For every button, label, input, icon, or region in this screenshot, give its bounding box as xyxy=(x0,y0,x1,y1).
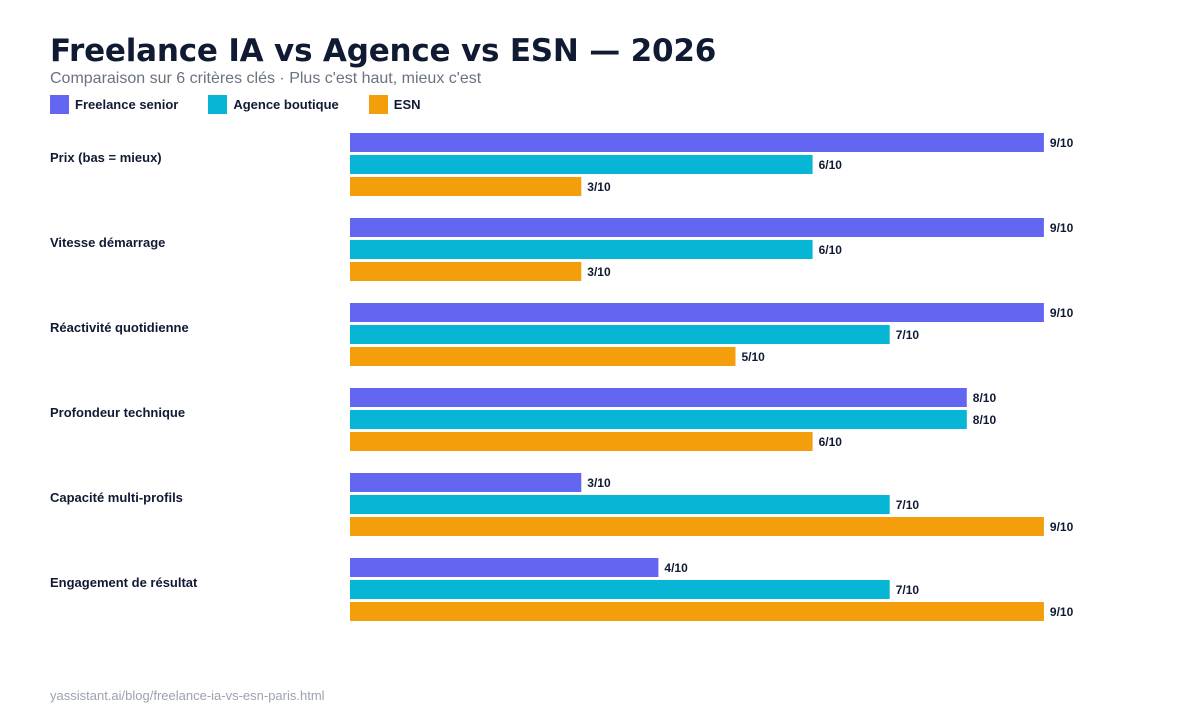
legend-label-esn: ESN xyxy=(393,96,421,112)
category-label-engagement-de-resultat: Engagement de résultat xyxy=(50,575,198,590)
bar-freelance-senior-reactivite-quotidienne xyxy=(350,303,1044,322)
value-label-esn-reactivite-quotidienne: 5/10 xyxy=(742,350,766,364)
value-label-freelance-senior-prix-bas-mieux: 9/10 xyxy=(1050,136,1074,150)
value-label-esn-engagement-de-resultat: 9/10 xyxy=(1050,605,1074,619)
value-label-agence-boutique-profondeur-technique: 8/10 xyxy=(973,413,997,427)
value-label-freelance-senior-reactivite-quotidienne: 9/10 xyxy=(1050,306,1074,320)
legend-label-freelance: Freelance senior xyxy=(75,96,179,112)
value-label-agence-boutique-capacite-multi-profils: 7/10 xyxy=(896,498,920,512)
bar-freelance-senior-capacite-multi-profils xyxy=(350,473,582,492)
bar-agence-boutique-prix-bas-mieux xyxy=(350,155,813,174)
legend-item-esn: ESN xyxy=(368,94,421,114)
legend-item-agence: Agence boutique xyxy=(208,94,339,114)
bar-freelance-senior-vitesse-demarrage xyxy=(350,218,1044,237)
bar-freelance-senior-prix-bas-mieux xyxy=(350,133,1044,152)
legend-swatch-freelance xyxy=(50,94,69,114)
bar-esn-reactivite-quotidienne xyxy=(350,347,736,366)
legend-swatch-agence xyxy=(208,94,228,114)
category-label-capacite-multi-profils: Capacité multi-profils xyxy=(50,490,183,505)
bar-agence-boutique-vitesse-demarrage xyxy=(350,240,813,259)
value-label-agence-boutique-vitesse-demarrage: 6/10 xyxy=(819,243,843,257)
value-label-freelance-senior-profondeur-technique: 8/10 xyxy=(973,391,997,405)
value-label-freelance-senior-vitesse-demarrage: 9/10 xyxy=(1050,221,1074,235)
bar-esn-capacite-multi-profils xyxy=(350,517,1044,536)
chart-subtitle: Comparaison sur 6 critères clés · Plus c… xyxy=(50,70,482,87)
value-label-freelance-senior-capacite-multi-profils: 3/10 xyxy=(587,476,611,490)
bar-freelance-senior-engagement-de-resultat xyxy=(350,558,659,577)
value-label-esn-prix-bas-mieux: 3/10 xyxy=(587,180,611,194)
value-label-agence-boutique-prix-bas-mieux: 6/10 xyxy=(819,158,843,172)
value-label-esn-capacite-multi-profils: 9/10 xyxy=(1050,520,1074,534)
category-label-reactivite-quotidienne: Réactivité quotidienne xyxy=(50,320,189,335)
bar-agence-boutique-engagement-de-resultat xyxy=(350,580,890,599)
category-label-profondeur-technique: Profondeur technique xyxy=(50,405,185,420)
value-label-esn-profondeur-technique: 6/10 xyxy=(819,435,843,449)
bar-esn-vitesse-demarrage xyxy=(350,262,582,281)
bar-esn-engagement-de-resultat xyxy=(350,602,1044,621)
bar-esn-profondeur-technique xyxy=(350,432,813,451)
bar-freelance-senior-profondeur-technique xyxy=(350,388,967,407)
legend: Freelance senior Agence boutique ESN xyxy=(50,94,451,114)
legend-swatch-esn xyxy=(368,94,388,114)
value-label-freelance-senior-engagement-de-resultat: 4/10 xyxy=(664,561,688,575)
category-label-prix-bas-mieux: Prix (bas = mieux) xyxy=(50,150,162,165)
bar-agence-boutique-profondeur-technique xyxy=(350,410,967,429)
legend-label-agence: Agence boutique xyxy=(233,96,339,112)
bar-agence-boutique-reactivite-quotidienne xyxy=(350,325,890,344)
value-label-agence-boutique-engagement-de-resultat: 7/10 xyxy=(896,583,920,597)
value-label-esn-vitesse-demarrage: 3/10 xyxy=(587,265,611,279)
legend-item-freelance: Freelance senior xyxy=(50,94,179,114)
source-url: yassistant.ai/blog/freelance-ia-vs-esn-p… xyxy=(50,688,325,703)
value-label-agence-boutique-reactivite-quotidienne: 7/10 xyxy=(896,328,920,342)
bar-agence-boutique-capacite-multi-profils xyxy=(350,495,890,514)
chart-title: Freelance IA vs Agence vs ESN — 2026 xyxy=(50,33,717,69)
category-label-vitesse-demarrage: Vitesse démarrage xyxy=(50,235,165,250)
bar-esn-prix-bas-mieux xyxy=(350,177,582,196)
